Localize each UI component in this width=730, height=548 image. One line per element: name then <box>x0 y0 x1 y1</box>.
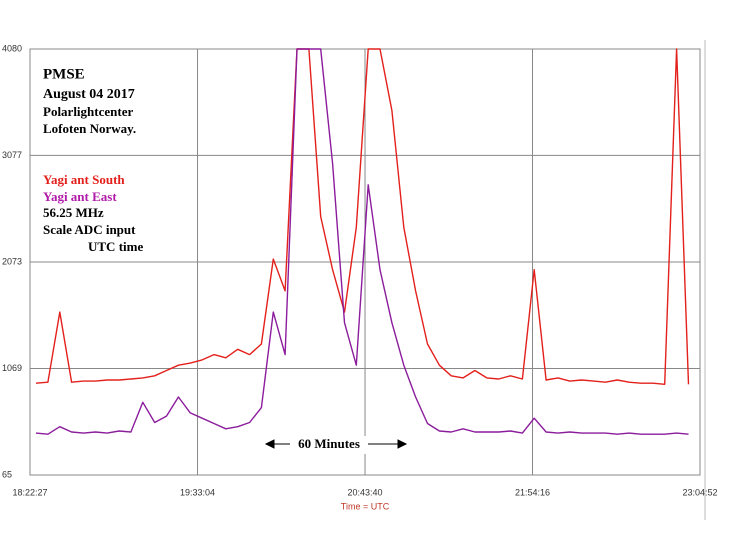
subtitle: Polarlightcenter <box>43 104 133 119</box>
x-tick-label: 23:04:52 <box>682 487 717 497</box>
x-tick-label: 21:54:16 <box>515 487 550 497</box>
y-tick-label: 2073 <box>2 256 22 266</box>
y-tick-label: 3077 <box>2 150 22 160</box>
annotation: 60 Minutes <box>298 436 360 451</box>
series-line <box>35 48 690 385</box>
lines <box>35 48 690 435</box>
span-arrows <box>264 439 408 449</box>
series-line <box>35 48 689 435</box>
annotation: Scale ADC input <box>43 222 136 237</box>
x-axis-title: Time = UTC <box>341 501 390 511</box>
annotation: UTC time <box>88 239 143 254</box>
label-bg <box>290 436 366 454</box>
y-tick-label: 1069 <box>2 363 22 373</box>
x-tick-label: 18:22:27 <box>12 487 47 497</box>
legend-entry: Yagi ant South <box>43 172 125 187</box>
y-tick-label: 4080 <box>2 43 22 53</box>
y-tick-label: 65 <box>2 469 12 479</box>
x-tick-label: 19:33:04 <box>180 487 215 497</box>
grid <box>29 48 701 476</box>
legend-entry: Yagi ant East <box>43 189 117 204</box>
chart-title: PMSE <box>43 66 85 82</box>
annotation: 56.25 MHz <box>43 205 104 220</box>
subtitle: Lofoten Norway. <box>43 121 136 136</box>
subtitle: August 04 2017 <box>43 87 135 102</box>
x-tick-label: 20:43:40 <box>347 487 382 497</box>
